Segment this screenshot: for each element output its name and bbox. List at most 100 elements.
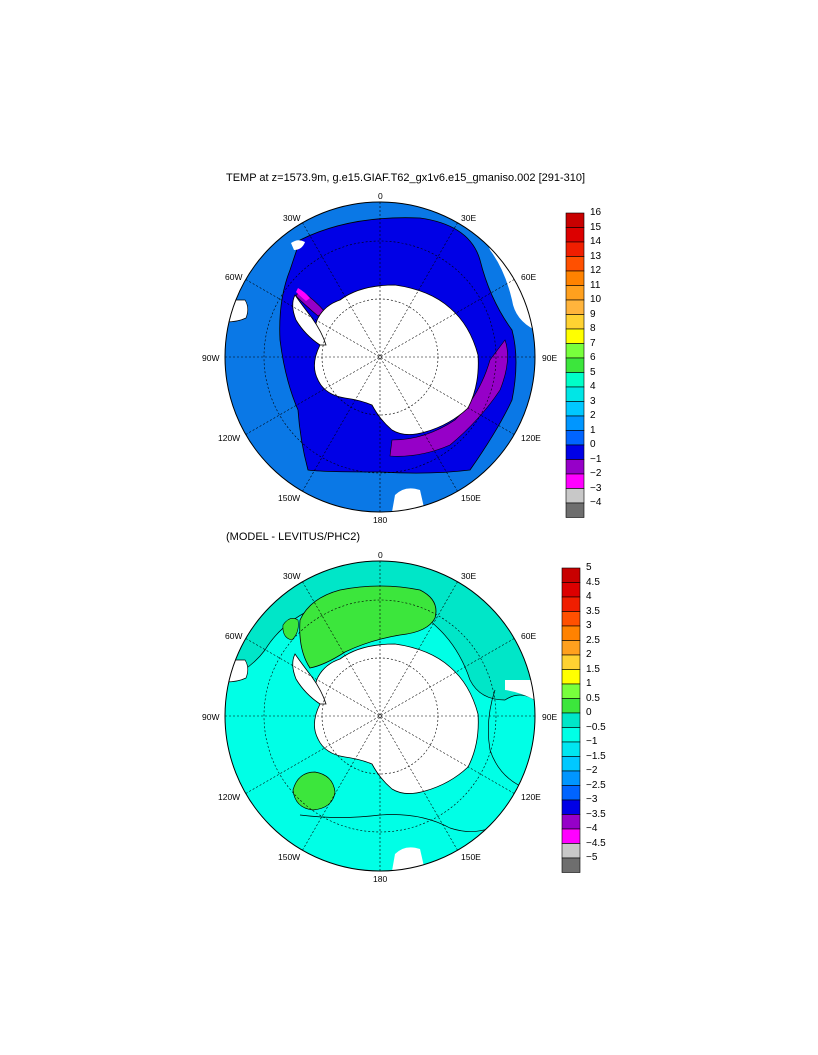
bottom-colorbar-swatch (561, 683, 581, 699)
top-colorbar-label: 3 (590, 395, 596, 407)
top-colorbar-swatch (565, 372, 585, 388)
bottom-colorbar-label: −1 (586, 736, 598, 747)
bottom-green-patch-nw (282, 618, 299, 641)
top-map-title: TEMP at z=1573.9m, g.e15.GIAF.T62_gx1v6.… (226, 172, 586, 184)
top-colorbar-label: 2 (590, 410, 596, 421)
bottom-colorbar-label: −2.5 (586, 779, 606, 791)
bottom-south-america (225, 659, 249, 683)
top-colorbar-label: −4 (590, 497, 602, 508)
bottom-map-title: (MODEL - LEVITUS/PHC2) (226, 531, 361, 543)
bottom-colorbar-label: 4.5 (586, 576, 600, 588)
top-colorbar-swatch (565, 415, 585, 431)
bottom-colorbar-label: 4 (586, 591, 592, 602)
bottom-colorbar-label: 2 (586, 649, 592, 660)
top-colorbar-swatch (565, 227, 585, 243)
bottom-colorbar-label: −4.5 (586, 837, 606, 849)
bottom-colorbar-label: −2 (586, 765, 598, 776)
bottom-antarctic-peninsula (292, 653, 327, 705)
top-colorbar-swatch (565, 328, 585, 344)
top-colorbar-swatch (565, 285, 585, 301)
top-colorbar-label: −2 (590, 468, 602, 479)
bottom-lon-label-150e: 150E (461, 852, 481, 862)
bottom-lon-label-150w: 150W (278, 852, 301, 862)
top-lon-label-150w: 150W (278, 493, 301, 503)
top-colorbar-label: 5 (590, 366, 596, 378)
bottom-polar-map (224, 560, 536, 872)
top-lon-label-150e: 150E (461, 493, 481, 503)
bottom-colorbar-swatch (561, 814, 581, 830)
bottom-lon-label-90w: 90W (202, 712, 220, 722)
bottom-colorbar-swatch (561, 698, 581, 714)
bottom-map-border (224, 560, 536, 872)
bottom-colorbar-label: 1.5 (586, 663, 600, 675)
top-lon-label-30e: 30E (461, 213, 477, 223)
bottom-colorbar-label: 3 (586, 620, 592, 631)
top-colorbar-label: 7 (590, 337, 596, 349)
top-colorbar-swatch (565, 212, 585, 228)
bottom-white-patch-s (392, 847, 425, 871)
bottom-contour-east (488, 689, 531, 791)
bottom-colorbar-label: 5 (586, 562, 592, 573)
top-colorbar-swatch (565, 386, 585, 402)
top-colorbar-swatch (565, 488, 585, 504)
bottom-colorbar-swatch (561, 640, 581, 656)
top-colorbar-label: 6 (590, 352, 596, 363)
top-colorbar-swatch (565, 502, 585, 518)
top-colorbar-label: 14 (590, 236, 602, 247)
top-colorbar-label: 16 (590, 207, 602, 218)
bottom-lon-label-0: 0 (378, 550, 383, 560)
top-colorbar-label: 11 (590, 279, 601, 291)
bottom-lon-label-60e: 60E (521, 631, 537, 641)
top-lon-label-120e: 120E (521, 433, 541, 443)
top-colorbar-swatch (565, 241, 585, 257)
top-colorbar-label: 0 (590, 439, 596, 450)
bottom-colorbar-swatch (561, 741, 581, 757)
bottom-colorbar-label: 1 (586, 678, 592, 689)
top-lon-label-120w: 120W (218, 433, 241, 443)
top-lon-label-0: 0 (378, 191, 383, 201)
top-colorbar-swatch (565, 459, 585, 475)
bottom-colorbar-swatch (561, 828, 581, 844)
bottom-colorbar-swatch (561, 625, 581, 641)
bottom-colorbar-label: −0.5 (586, 721, 606, 733)
top-colorbar-label: 4 (590, 381, 596, 392)
top-colorbar-label: 12 (590, 265, 602, 276)
top-lon-label-60w: 60W (225, 272, 243, 282)
bottom-colorbar-swatch (561, 567, 581, 583)
top-lon-label-60e: 60E (521, 272, 537, 282)
bottom-colorbar-swatch (561, 799, 581, 815)
top-lon-label-90e: 90E (542, 353, 558, 363)
top-colorbar-swatch (565, 314, 585, 330)
top-lon-label-180: 180 (373, 515, 388, 525)
top-colorbar-swatch (565, 401, 585, 417)
top-map-border (224, 201, 536, 513)
bottom-colorbar-label: −1.5 (586, 750, 606, 762)
bottom-lon-label-120w: 120W (218, 792, 241, 802)
bottom-colorbar-label: −3.5 (586, 808, 606, 820)
bottom-colorbar-label: −3 (586, 794, 598, 805)
top-colorbar (565, 212, 585, 518)
bottom-colorbar-swatch (561, 596, 581, 612)
top-lon-label-30w: 30W (283, 213, 301, 223)
bottom-colorbar (561, 567, 581, 873)
bottom-green-patch-w (292, 771, 336, 811)
top-colorbar-label: −1 (590, 453, 602, 465)
top-colorbar-label: 1 (590, 424, 596, 436)
top-colorbar-swatch (565, 343, 585, 359)
bottom-colorbar-label: 3.5 (586, 605, 600, 617)
bottom-colorbar-swatch (561, 654, 581, 670)
bottom-white-patch-ne (505, 680, 535, 700)
bottom-colorbar-label: 0.5 (586, 692, 600, 704)
bottom-colorbar-label: −4 (586, 823, 598, 834)
bottom-lon-label-120e: 120E (521, 792, 541, 802)
top-colorbar-swatch (565, 256, 585, 272)
bottom-colorbar-label: 0 (586, 707, 592, 718)
bottom-lon-label-60w: 60W (225, 631, 243, 641)
top-south-america (225, 299, 249, 323)
bottom-colorbar-swatch (561, 727, 581, 743)
top-white-patch-s (392, 488, 425, 512)
bottom-green-tongue (299, 585, 437, 669)
bottom-colorbar-label: 2.5 (586, 634, 600, 646)
top-colorbar-swatch (565, 357, 585, 373)
